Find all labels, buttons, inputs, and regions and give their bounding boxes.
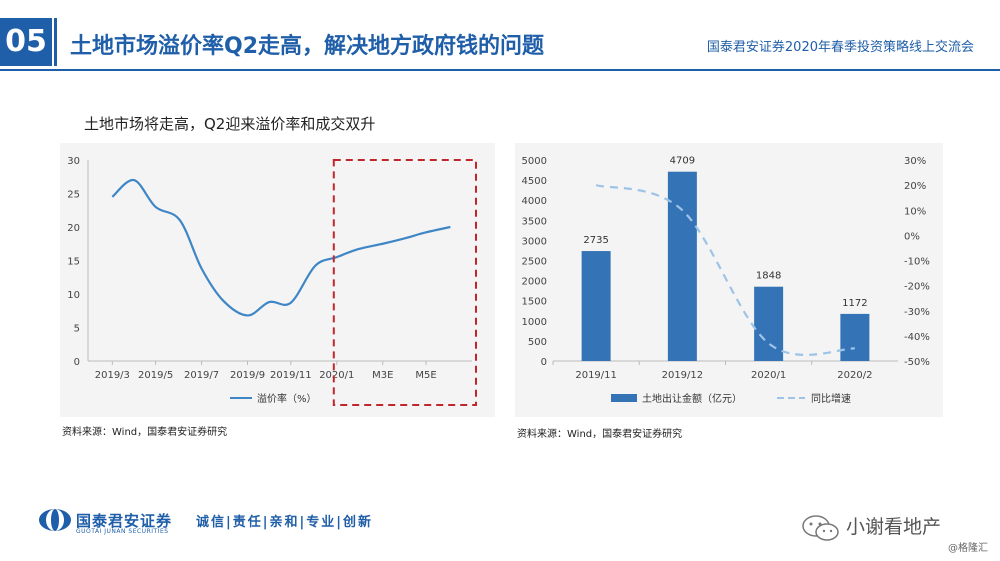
- bar-land-sales: [840, 313, 870, 361]
- y-tick-label: 25: [67, 190, 80, 201]
- legend-bar-label: 土地出让金额（亿元）: [642, 392, 742, 405]
- y-right-tick-label: 0%: [904, 231, 920, 242]
- y-right-tick-label: -30%: [904, 307, 930, 318]
- premium-rate-series-line: [111, 178, 451, 317]
- left-chart-panel: 0 5 10 15 20 25 30 2019/3 2019/5 2019/7 2019/9 2019…: [60, 143, 495, 417]
- x-tick-label: M5E: [415, 370, 436, 381]
- right-chart-panel: 0 500 1000 1500 2000 2500 3000 3500 4000 4500 5000…: [515, 143, 943, 417]
- y-tick-label: 15: [67, 257, 80, 268]
- premium-rate-line-chart: 0 5 10 15 20 25 30 2019/3 2019/5 2019/7 2019/9 2019…: [67, 156, 477, 406]
- x-tick-label: 2019/7: [184, 370, 219, 381]
- x-tick-label: 2019/12: [662, 370, 704, 381]
- section-divider: [54, 18, 57, 66]
- x-tick-label: 2020/1: [751, 370, 786, 381]
- y-left-tick-label: 1000: [522, 317, 547, 328]
- y-left-tick-label: 500: [528, 337, 547, 348]
- y-left-tick-label: 4500: [522, 176, 547, 187]
- x-tick-label: 2019/3: [95, 370, 130, 381]
- bar-data-label: 2735: [583, 235, 608, 246]
- legend-line-label: 同比增速: [811, 392, 851, 405]
- y-tick-label: 5: [74, 324, 80, 335]
- wechat-icon: [802, 515, 839, 541]
- x-tick-label: M3E: [372, 370, 393, 381]
- event-title: 国泰君安证券2020年春季投资策略线上交流会: [706, 40, 974, 55]
- y-left-tick-label: 2000: [522, 277, 547, 288]
- y-left-tick-label: 5000: [522, 156, 547, 167]
- bar-land-sales: [754, 286, 784, 361]
- chart-subtitle: 土地市场将走高，Q2迎来溢价率和成交双升: [84, 115, 376, 133]
- bar-data-label: 4709: [670, 156, 695, 167]
- y-right-tick-label: 20%: [904, 181, 926, 192]
- y-tick-label: 20: [67, 223, 80, 234]
- x-tick-label: 2020/2: [837, 370, 872, 381]
- x-tick-label: 2019/11: [270, 370, 312, 381]
- y-left-tick-label: 0: [541, 357, 547, 368]
- land-sales-bar-chart: 0 500 1000 1500 2000 2500 3000 3500 4000 4500 5000…: [522, 156, 930, 405]
- bar-data-label: 1172: [842, 298, 867, 309]
- forecast-highlight-box: [332, 159, 477, 406]
- y-tick-label: 30: [67, 156, 80, 167]
- y-left-tick-label: 1500: [522, 297, 547, 308]
- right-source-note: 资料来源：Wind，国泰君安证券研究: [517, 429, 683, 440]
- yoy-growth-series-line: [595, 184, 855, 356]
- bar-land-sales: [667, 171, 697, 361]
- y-right-tick-label: 10%: [904, 206, 926, 217]
- y-left-tick-label: 2500: [522, 257, 547, 268]
- y-left-tick-label: 3500: [522, 216, 547, 227]
- x-tick-label: 2019/9: [230, 370, 265, 381]
- y-right-tick-label: 30%: [904, 156, 926, 167]
- x-tick-label: 2019/5: [138, 370, 173, 381]
- bar-data-label: 1848: [756, 271, 781, 282]
- y-right-tick-label: -10%: [904, 257, 930, 268]
- footer-slogan: 诚信|责任|亲和|专业|创新: [196, 515, 373, 530]
- section-number: 05: [0, 18, 52, 66]
- y-tick-label: 0: [74, 357, 80, 368]
- page-title: 土地市场溢价率Q2走高，解决地方政府钱的问题: [70, 34, 545, 59]
- watermark-text: 小谢看地产: [846, 516, 942, 538]
- legend-bar-swatch: [611, 394, 637, 402]
- footer-brand-en: GUOTAI JUNAN SECURITIES: [76, 528, 169, 535]
- header: 05 土地市场溢价率Q2走高，解决地方政府钱的问题 国泰君安证券2020年春季投…: [0, 0, 1000, 72]
- footer-brand: 国泰君安证券: [76, 512, 173, 530]
- watermark-credit: @格隆汇: [948, 543, 988, 554]
- left-source-note: 资料来源：Wind，国泰君安证券研究: [62, 427, 228, 438]
- bar-land-sales: [581, 251, 611, 361]
- y-left-tick-label: 3000: [522, 236, 547, 247]
- header-rule: [0, 69, 1000, 71]
- legend-label: 溢价率（%）: [257, 392, 317, 405]
- y-right-tick-label: -20%: [904, 282, 930, 293]
- y-right-tick-label: -50%: [904, 357, 930, 368]
- x-tick-label: 2019/11: [575, 370, 617, 381]
- y-tick-label: 10: [67, 290, 80, 301]
- brand-logo-icon: [39, 509, 71, 531]
- y-right-tick-label: -40%: [904, 332, 930, 343]
- y-left-tick-label: 4000: [522, 196, 547, 207]
- x-tick-label: 2020/1: [319, 370, 354, 381]
